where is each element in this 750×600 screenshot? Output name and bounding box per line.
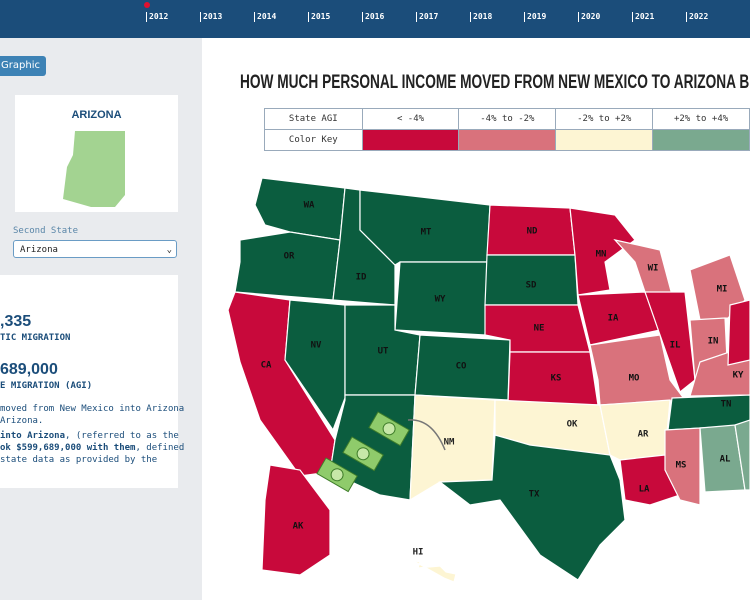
timeline-year[interactable]: 2019 [524,12,546,22]
info-card: ,335 TIC MIGRATION 689,000 E MIGRATION (AGI… [0,275,184,488]
graphic-button[interactable]: Graphic [0,56,46,76]
timeline-year[interactable]: 2018 [470,12,492,22]
legend-label: +2% to +4% [652,108,750,130]
select-value: Arizona [20,245,58,255]
timeline-year[interactable]: 2015 [308,12,330,22]
legend-label: -2% to +2% [555,108,654,130]
bold-text: into Arizona [0,431,66,441]
legend-label: < -4% [361,108,460,130]
legend-swatch [458,129,557,151]
stat-text: TIC MIGRATION [0,333,71,343]
paragraph-line: moved from New Mexico into Arizona [0,404,185,414]
text: , (referred to as the [65,431,179,441]
bold-text: ok $599,689,000 with them [0,443,136,453]
legend-swatch [361,129,460,151]
select-arrow: ⌄ [166,245,172,255]
state-select[interactable]: Arizona ⌄ [13,240,177,258]
stat-text: 689,000 [0,361,58,378]
legend-swatch [652,129,750,151]
timeline-year[interactable]: 2022 [686,12,708,22]
legend-swatch [555,129,654,151]
timeline-year[interactable]: 2014 [254,12,276,22]
timeline: 2012 2013 2014 2015 2016 2017 2018 2019 2020 2021… [0,0,750,38]
state-card: ARIZONA [15,95,178,212]
timeline-year[interactable]: 2016 [362,12,384,22]
stat-text: ,335 [0,313,32,330]
text: state data as provided by the [0,455,158,465]
legend-row-label: Color Key [264,129,363,151]
paragraph-line: Arizona. [0,416,44,426]
timeline-year[interactable]: 2021 [632,12,654,22]
timeline-year[interactable]: 2013 [200,12,222,22]
stat-text: E MIGRATION (AGI) [0,381,93,391]
legend-header: State AGI [264,108,363,130]
timeline-marker [144,2,150,8]
select-label: Second State [13,226,79,236]
state-card-title: ARIZONA [71,109,122,121]
map-title: HOW MUCH PERSONAL INCOME MOVED FROM NEW … [240,72,750,93]
legend-table: State AGI < -4% -4% to -2% -2% to +2% +2% to… [264,108,750,151]
paragraph-line: into Arizona, (referred to as the [0,431,179,441]
timeline-year[interactable]: 2017 [416,12,438,22]
paragraph-line: ok $599,689,000 with them, defined [0,443,184,453]
text: , defined [135,443,185,453]
legend-label: -4% to -2% [458,108,557,130]
state-shape [63,131,125,207]
timeline-year[interactable]: 2020 [578,12,600,22]
timeline-year[interactable]: 2012 [146,12,168,22]
paragraph-line: state data as provided by the [0,455,157,465]
arizona-shape [63,131,125,207]
